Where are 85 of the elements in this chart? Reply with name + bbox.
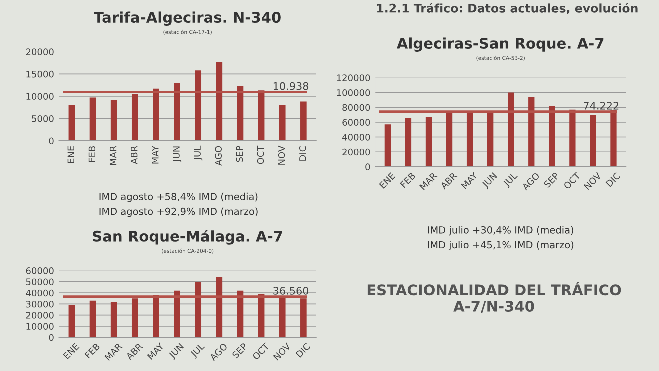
bar bbox=[426, 117, 432, 167]
bar bbox=[488, 111, 494, 167]
x-tick-label: ABR bbox=[131, 146, 138, 164]
x-tick-label: OCT bbox=[257, 146, 264, 164]
x-tick-label: NOV bbox=[278, 146, 286, 165]
y-tick-label: 60000 bbox=[26, 268, 54, 274]
y-tick-label: 0 bbox=[49, 138, 54, 145]
x-tick-label: DIC bbox=[606, 172, 621, 188]
y-tick-label: 20000 bbox=[26, 48, 54, 56]
bar bbox=[590, 115, 596, 167]
x-tick-label: FEB bbox=[84, 343, 100, 359]
bar bbox=[174, 290, 180, 338]
bar bbox=[90, 300, 96, 338]
bar bbox=[258, 90, 265, 141]
y-tick-label: 0 bbox=[366, 164, 370, 171]
y-tick-label: 60000 bbox=[342, 119, 370, 126]
bar bbox=[528, 97, 535, 167]
bar bbox=[508, 92, 514, 167]
bar bbox=[466, 111, 474, 167]
text: 1.2.1 Tráfico: Datos actuales, evolución bbox=[378, 3, 638, 14]
y-tick-label: 10000 bbox=[26, 323, 54, 330]
bar bbox=[195, 70, 202, 141]
bar bbox=[132, 94, 138, 141]
bar bbox=[279, 105, 286, 141]
bar bbox=[279, 296, 286, 338]
bar bbox=[610, 110, 617, 167]
bar bbox=[570, 110, 576, 167]
x-tick-label: DIC bbox=[299, 146, 306, 161]
chart-title: San Roque-Málaga. A-7 bbox=[93, 230, 282, 245]
x-tick-label: FEB bbox=[400, 172, 416, 188]
x-tick-label: DIC bbox=[296, 342, 311, 358]
bar bbox=[153, 88, 160, 141]
y-tick-label: 10000 bbox=[26, 93, 54, 100]
bar bbox=[216, 62, 223, 141]
text: ESTACIONALIDAD DEL TRÁFICO A-7/N-340 bbox=[368, 282, 622, 314]
y-tick-label: 5000 bbox=[32, 115, 54, 122]
bar bbox=[110, 302, 118, 338]
bar bbox=[90, 98, 96, 141]
chart-title: Algeciras-San Roque. A-7 bbox=[396, 38, 604, 52]
x-tick-label: SEP bbox=[232, 342, 248, 359]
y-tick-label: 0 bbox=[49, 334, 54, 342]
bar bbox=[446, 112, 453, 167]
y-tick-label: 120000 bbox=[337, 74, 370, 82]
y-tick-label: 40000 bbox=[342, 134, 370, 141]
bar bbox=[110, 100, 118, 141]
x-tick-label: ENE bbox=[68, 146, 74, 164]
y-tick-label: 20000 bbox=[342, 148, 370, 156]
y-tick-label: 50000 bbox=[26, 278, 54, 286]
text: IMD agosto +58,4% IMD (media) bbox=[100, 192, 258, 202]
bar bbox=[384, 124, 392, 167]
x-tick-label: SEP bbox=[236, 146, 244, 162]
bar bbox=[132, 298, 138, 338]
y-tick-label: 100000 bbox=[337, 89, 370, 96]
x-tick-label: SEP bbox=[544, 172, 560, 188]
x-tick-label: MAR bbox=[110, 146, 117, 166]
chart-title: Tarifa-Algeciras. N-340 bbox=[94, 12, 281, 26]
x-tick-label: JUN bbox=[173, 146, 182, 162]
bar bbox=[153, 295, 160, 338]
x-tick-label: MAY bbox=[152, 146, 159, 164]
y-tick-label: 15000 bbox=[26, 70, 54, 78]
bar bbox=[237, 86, 244, 141]
ref-line-label: 36.560 bbox=[274, 287, 309, 295]
y-tick-label: 30000 bbox=[26, 300, 54, 308]
y-tick-label: 20000 bbox=[26, 312, 54, 319]
bar bbox=[300, 298, 307, 338]
x-tick-label: AGO bbox=[215, 146, 222, 166]
x-tick-label: FEB bbox=[88, 146, 96, 162]
text: IMD julio +30,4% IMD (media) bbox=[428, 226, 574, 236]
x-tick-label: JUL bbox=[502, 172, 520, 188]
bar bbox=[216, 278, 223, 338]
y-tick-label: 80000 bbox=[342, 104, 370, 112]
bar bbox=[300, 102, 307, 141]
bar bbox=[174, 84, 180, 141]
x-tick-label: JUL bbox=[194, 146, 203, 161]
text: IMD agosto +92,9% IMD (marzo) bbox=[100, 208, 258, 218]
bar bbox=[68, 305, 76, 338]
ref-line-label: 74.222 bbox=[584, 102, 619, 110]
x-tick-label: JUL bbox=[190, 342, 206, 360]
ref-line-label: 10.938 bbox=[274, 82, 309, 90]
text: IMD julio +45,1% IMD (marzo) bbox=[428, 241, 574, 251]
bar bbox=[405, 118, 412, 167]
bar bbox=[68, 105, 76, 141]
bar bbox=[549, 106, 556, 167]
y-tick-label: 40000 bbox=[26, 290, 54, 297]
bar bbox=[195, 282, 202, 338]
